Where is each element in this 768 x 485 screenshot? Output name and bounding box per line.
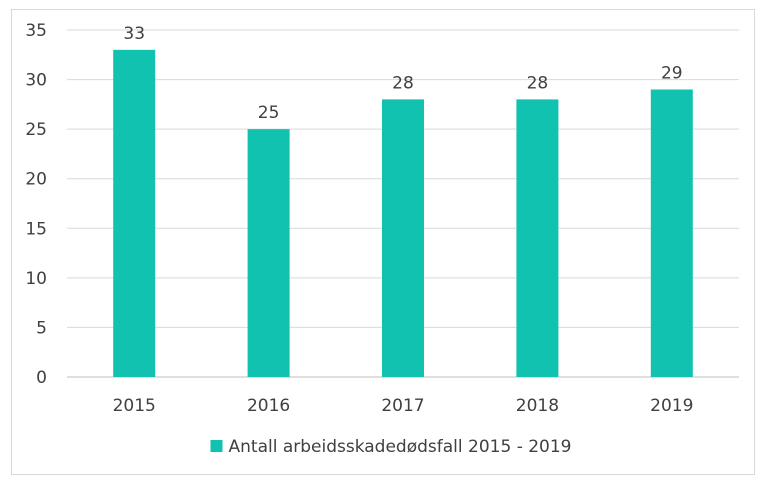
- data-label-2018: 28: [527, 73, 549, 93]
- x-tick-label-2016: 2016: [247, 396, 290, 416]
- data-label-2017: 28: [392, 73, 414, 93]
- y-tick-label: 10: [25, 269, 47, 289]
- bar-2017: [382, 99, 424, 378]
- bar-2019: [650, 89, 693, 377]
- legend-swatch: [210, 440, 223, 452]
- data-labels: 33 25 28 28 29: [123, 24, 682, 123]
- x-tick-label-2017: 2017: [381, 396, 424, 416]
- y-tick-label: 30: [25, 71, 47, 91]
- x-tick-label-2018: 2018: [516, 396, 559, 416]
- bars: [113, 49, 693, 378]
- y-tick-label: 15: [25, 219, 47, 239]
- legend: Antall arbeidsskadedødsfall 2015 - 2019: [210, 437, 572, 457]
- y-tick-label: 25: [25, 120, 47, 140]
- data-label-2015: 33: [123, 24, 145, 44]
- x-axis-ticks: 2015 2016 2017 2018 2019: [113, 396, 694, 416]
- y-tick-label: 0: [36, 368, 47, 388]
- data-label-2019: 29: [661, 63, 683, 83]
- y-tick-label: 20: [25, 170, 47, 190]
- legend-label: Antall arbeidsskadedødsfall 2015 - 2019: [229, 437, 572, 457]
- bar-2018: [516, 99, 559, 378]
- data-label-2016: 25: [258, 103, 280, 123]
- y-tick-label: 35: [25, 21, 47, 41]
- y-tick-label: 5: [36, 318, 47, 338]
- y-axis-ticks: 0 5 10 15 20 25 30 35: [25, 21, 47, 388]
- bar-2015: [113, 49, 156, 377]
- x-tick-label-2015: 2015: [113, 396, 156, 416]
- bar-2016: [247, 129, 290, 377]
- x-tick-label-2019: 2019: [650, 396, 693, 416]
